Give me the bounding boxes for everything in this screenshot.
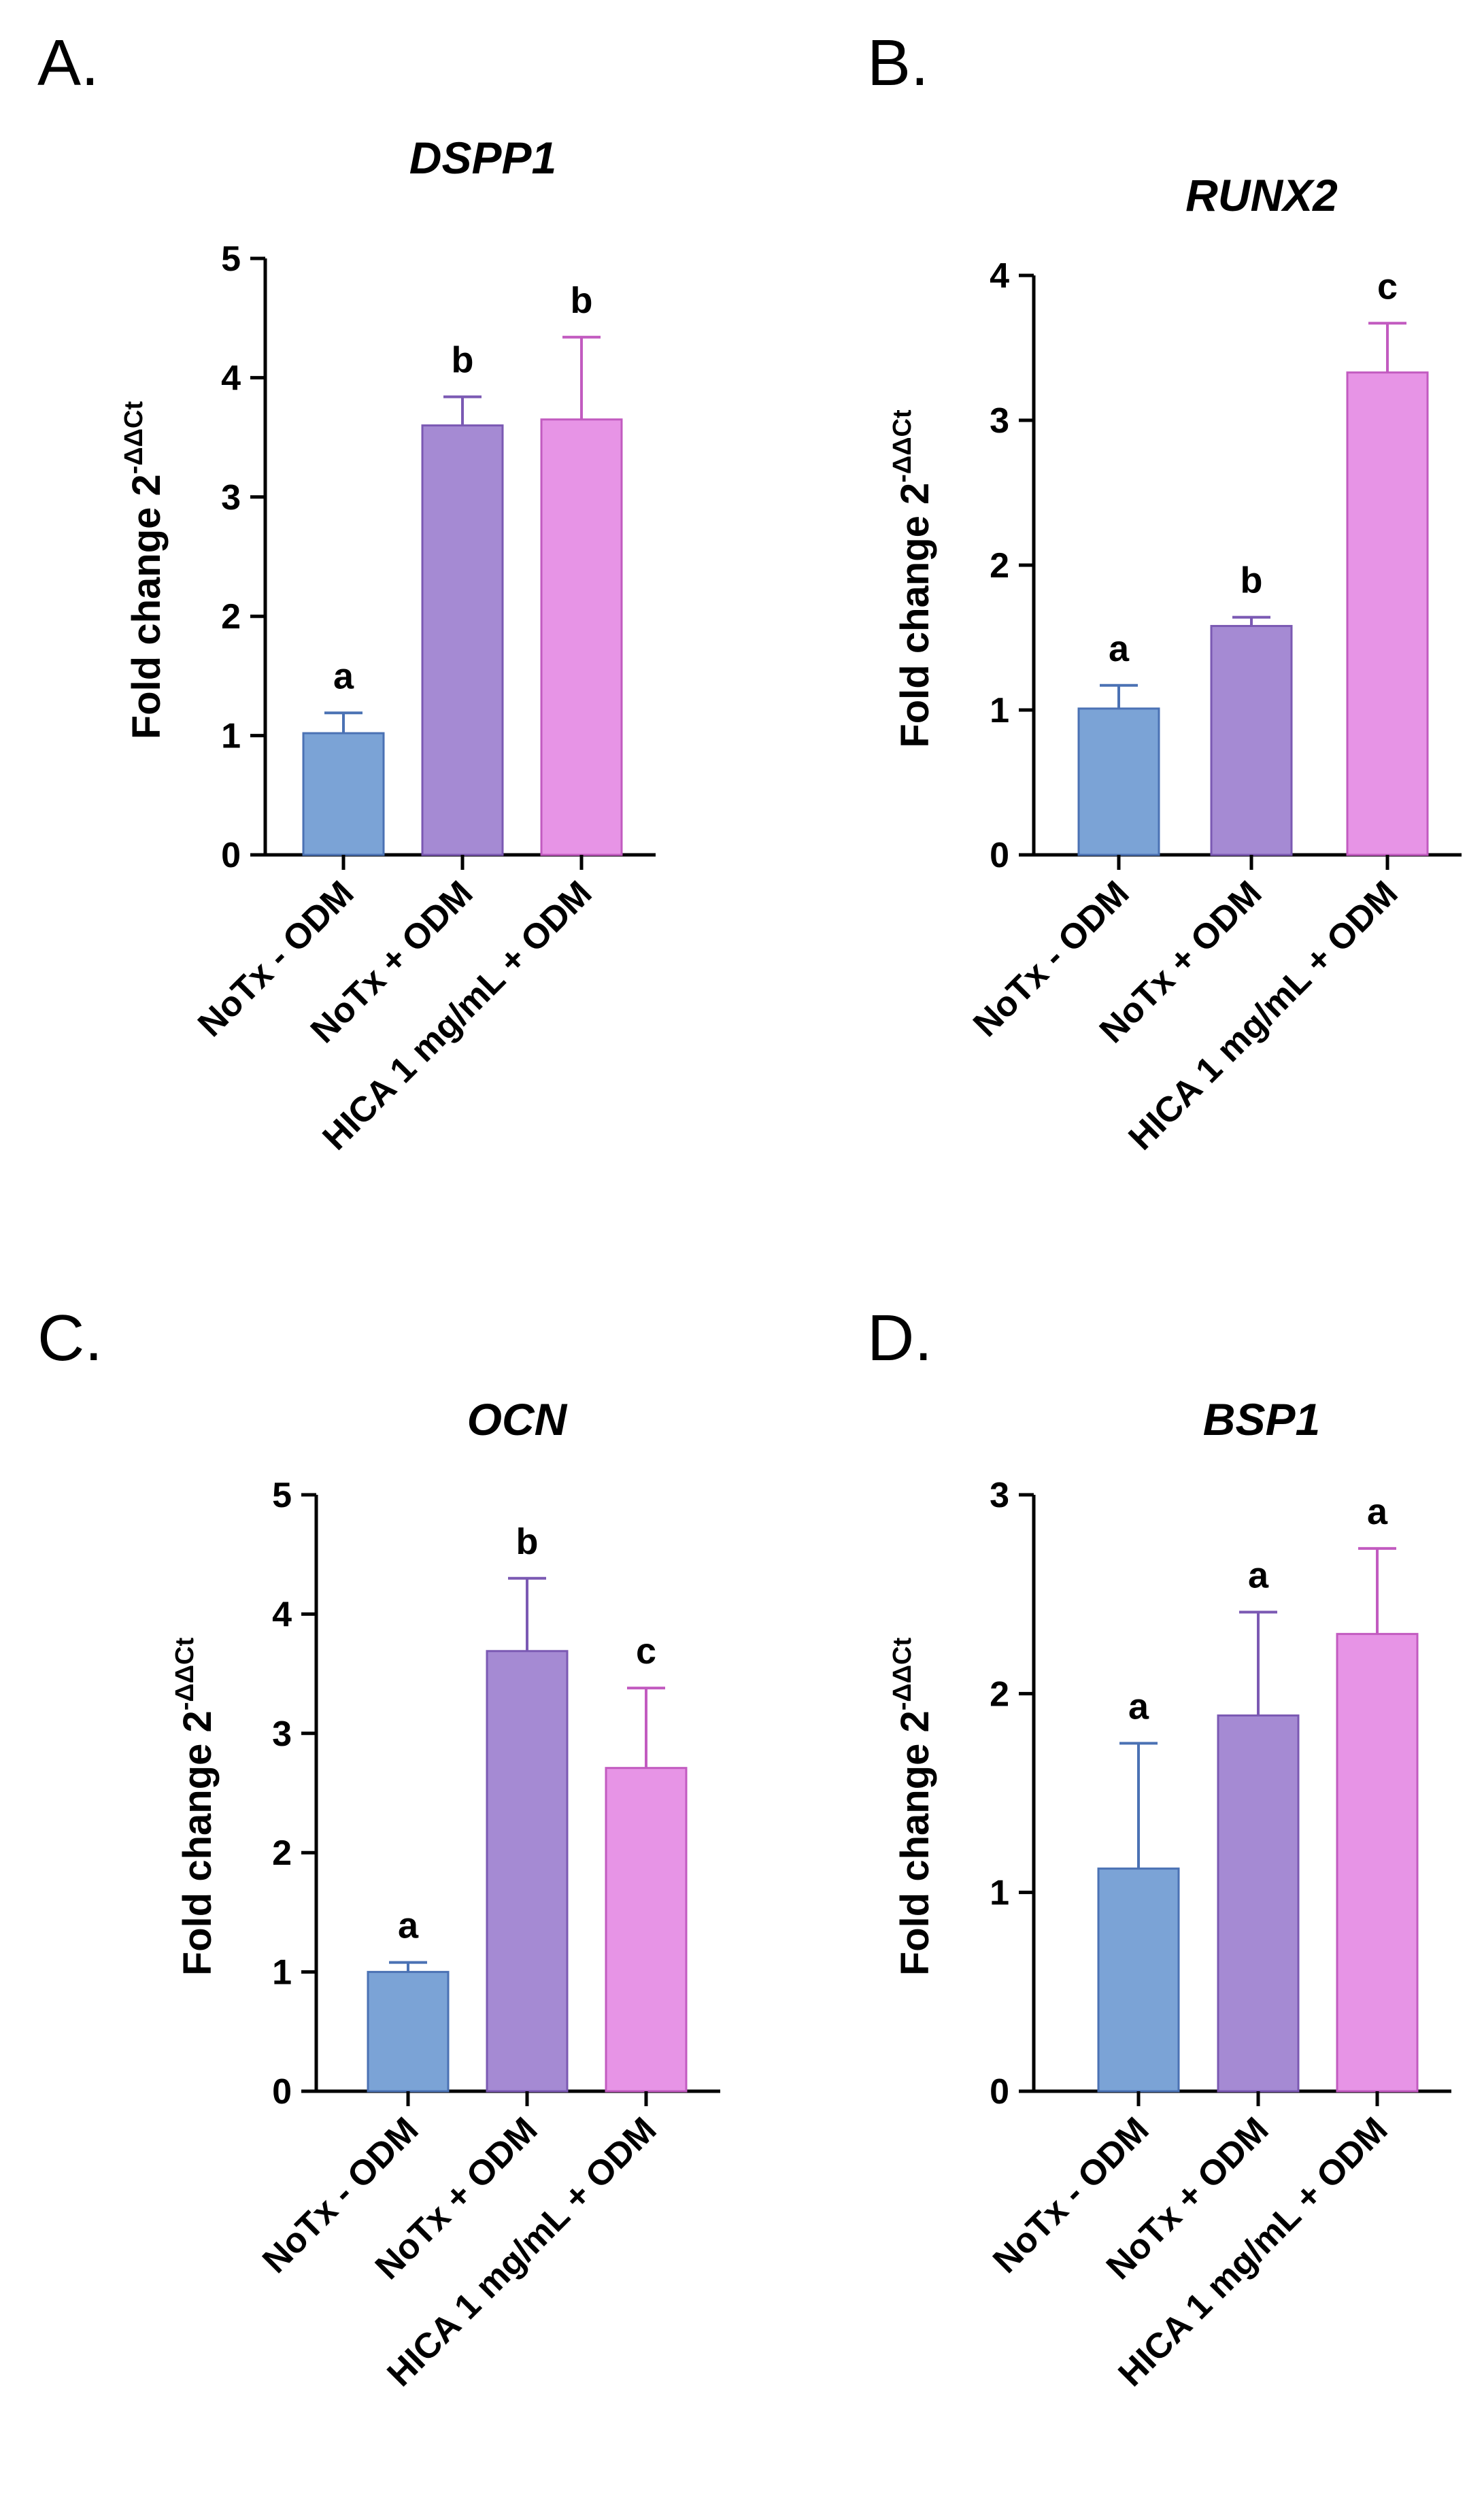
y-tick-label: 2 [990,546,1009,586]
y-axis-label-superscript: -ΔΔCt [120,401,148,474]
y-tick-label: 0 [990,836,1009,875]
panel-letter: A. [37,27,99,99]
significance-letter: a [1109,628,1130,669]
panel-letter: D. [867,1302,932,1374]
y-axis-label-text: Fold change 2 [124,474,169,739]
y-tick-label: 2 [221,597,241,637]
y-axis-label-superscript: -ΔΔCt [888,1637,917,1710]
significance-letter: a [1367,1491,1388,1532]
y-axis-label-text: Fold change 2 [175,1710,220,1976]
category-label: HICA 1 mg/mL + ODM [1122,873,1406,1157]
bar [1210,624,1293,856]
bar [421,424,504,856]
y-tick-label: 2 [272,1833,292,1873]
significance-letter: c [636,1631,656,1672]
y-tick-label: 4 [990,256,1009,296]
y-tick-label: 3 [990,1476,1009,1515]
bar [540,418,623,856]
y-axis-label-superscript: -ΔΔCt [888,409,917,483]
significance-letter: a [333,656,354,696]
bar [367,1971,450,2093]
bar [1346,371,1429,856]
y-tick-label: 1 [990,691,1009,730]
chart-title: OCN [467,1394,568,1444]
panel-letter: C. [37,1302,103,1374]
y-tick-label: 0 [990,2072,1009,2112]
significance-letter: b [516,1521,539,1562]
significance-letter: b [571,280,593,321]
bar [1217,1714,1300,2093]
y-tick-label: 4 [221,358,241,398]
significance-letter: b [452,339,474,380]
y-axis-label: Fold change 2-ΔΔCt [120,401,169,739]
significance-letter: b [1241,560,1263,601]
chart-title: RUNX2 [1185,170,1338,220]
bar [605,1767,688,2093]
significance-letter: c [1377,266,1398,307]
y-tick-label: 3 [990,401,1009,441]
y-tick-label: 1 [990,1874,1009,1913]
bar [1336,1633,1419,2093]
y-tick-label: 5 [221,239,241,279]
y-tick-label: 5 [272,1476,292,1515]
y-axis-label: Fold change 2-ΔΔCt [171,1637,220,1976]
bar [486,1650,569,2093]
y-axis-label-text: Fold change 2 [893,1710,937,1976]
significance-letter: a [398,1906,419,1946]
y-tick-label: 3 [272,1714,292,1754]
y-tick-label: 0 [221,836,241,875]
bar [302,732,385,856]
y-axis-label: Fold change 2-ΔΔCt [888,409,937,748]
bar [1077,707,1160,856]
chart-title: BSP1 [1203,1394,1320,1444]
y-tick-label: 0 [272,2072,292,2112]
y-tick-label: 1 [272,1953,292,1993]
chart-title: DSPP1 [409,133,556,183]
y-tick-label: 4 [272,1595,292,1634]
bar [1097,1867,1180,2093]
y-tick-label: 1 [221,717,241,756]
y-tick-label: 3 [221,478,241,518]
y-axis-label-superscript: -ΔΔCt [171,1637,199,1710]
y-axis-label-text: Fold change 2 [893,483,937,748]
y-axis-label: Fold change 2-ΔΔCt [888,1637,937,1976]
panel-letter: B. [867,27,929,99]
significance-letter: a [1248,1555,1269,1595]
y-tick-label: 2 [990,1674,1009,1714]
significance-letter: a [1128,1686,1149,1727]
